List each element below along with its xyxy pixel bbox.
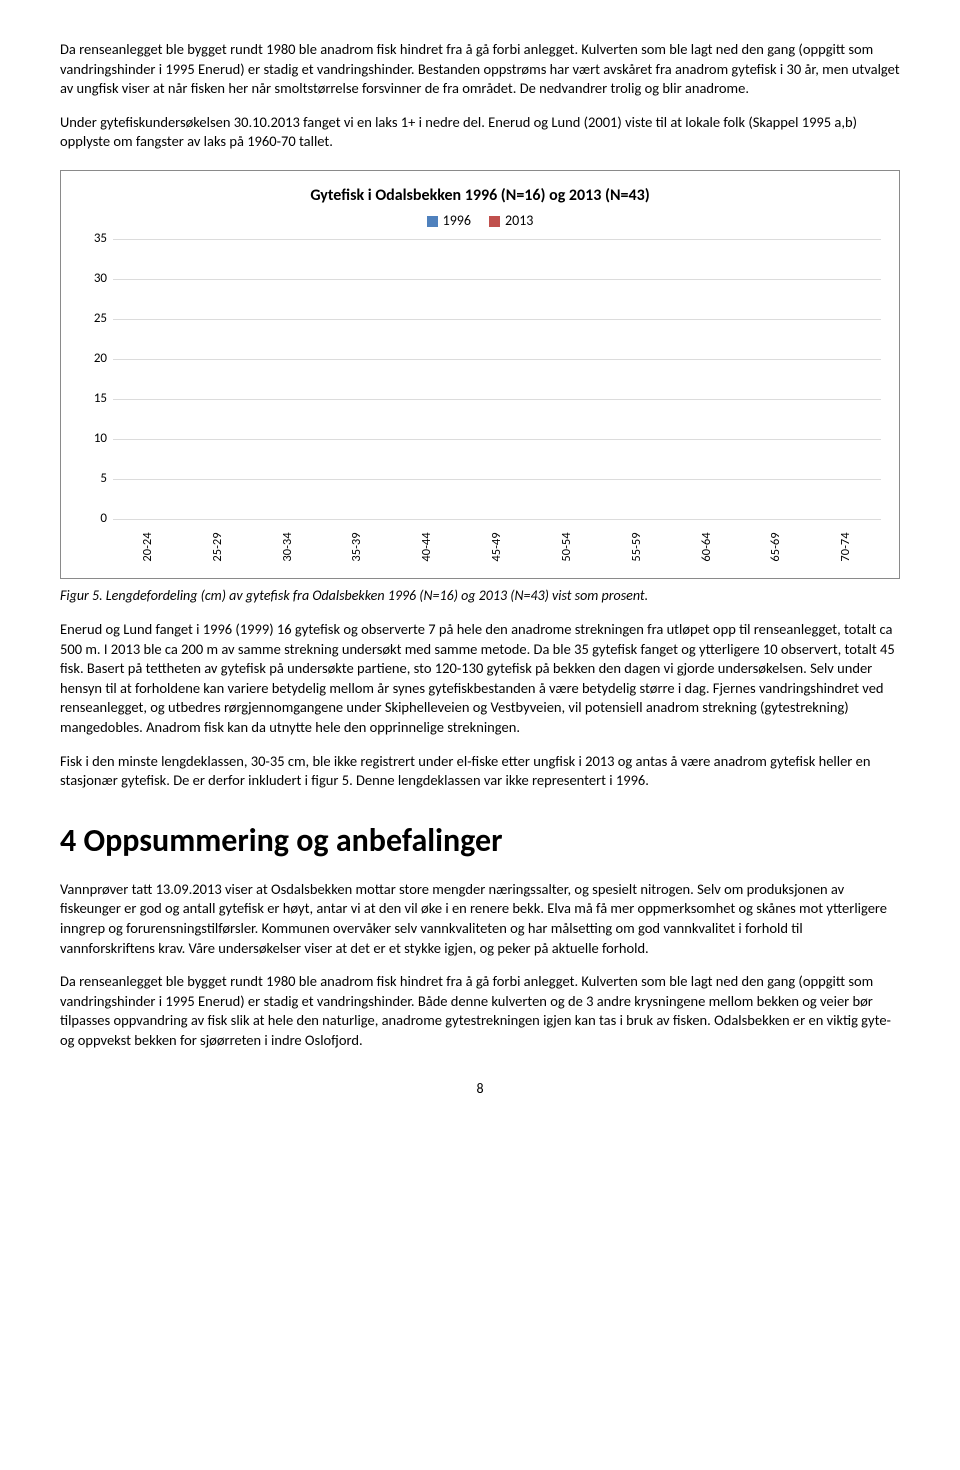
legend-item-1996: 1996 (427, 212, 471, 231)
figure-caption: Figur 5. Lengdefordeling (cm) av gytefis… (60, 587, 900, 606)
chart-x-label: 25-29 (197, 512, 239, 582)
paragraph-1: Da renseanlegget ble bygget rundt 1980 b… (60, 40, 900, 99)
legend-label-2013: 2013 (505, 212, 533, 231)
paragraph-3: Enerud og Lund fanget i 1996 (1999) 16 g… (60, 620, 900, 737)
chart-y-label: 35 (83, 231, 107, 249)
paragraph-4: Fisk i den minste lengdeklassen, 30-35 c… (60, 752, 900, 791)
chart-legend: 1996 2013 (79, 212, 881, 231)
chart-x-label: 60-64 (685, 512, 727, 582)
paragraph-2: Under gytefiskundersøkelsen 30.10.2013 f… (60, 113, 900, 152)
chart-x-label: 35-39 (336, 512, 378, 582)
chart-y-label: 10 (83, 431, 107, 449)
chart-x-label: 45-49 (476, 512, 518, 582)
chart-container: Gytefisk i Odalsbekken 1996 (N=16) og 20… (60, 170, 900, 579)
chart-y-label: 30 (83, 271, 107, 289)
chart-x-axis: 20-2425-2930-3435-3940-4445-4950-5455-59… (113, 526, 881, 568)
paragraph-6: Da renseanlegget ble bygget rundt 1980 b… (60, 972, 900, 1050)
chart-y-label: 0 (83, 511, 107, 529)
paragraph-5: Vannprøver tatt 13.09.2013 viser at Osda… (60, 880, 900, 958)
page-number: 8 (60, 1080, 900, 1099)
chart-x-label: 50-54 (546, 512, 588, 582)
chart-x-label: 70-74 (825, 512, 867, 582)
section-heading: 4 Oppsummering og anbefalinger (60, 819, 900, 862)
chart-x-label: 65-69 (755, 512, 797, 582)
chart-x-label: 55-59 (616, 512, 658, 582)
legend-item-2013: 2013 (489, 212, 533, 231)
legend-swatch-2013 (489, 216, 500, 227)
chart-title: Gytefisk i Odalsbekken 1996 (N=16) og 20… (79, 185, 881, 207)
chart-plot-area: 05101520253035 (113, 239, 881, 520)
chart-x-label: 40-44 (406, 512, 448, 582)
chart-y-label: 5 (83, 471, 107, 489)
chart-y-label: 25 (83, 311, 107, 329)
legend-label-1996: 1996 (443, 212, 471, 231)
chart-y-label: 20 (83, 351, 107, 369)
chart-bars-row (113, 239, 881, 519)
chart-x-label: 30-34 (267, 512, 309, 582)
chart-y-label: 15 (83, 391, 107, 409)
legend-swatch-1996 (427, 216, 438, 227)
chart-x-label: 20-24 (127, 512, 169, 582)
